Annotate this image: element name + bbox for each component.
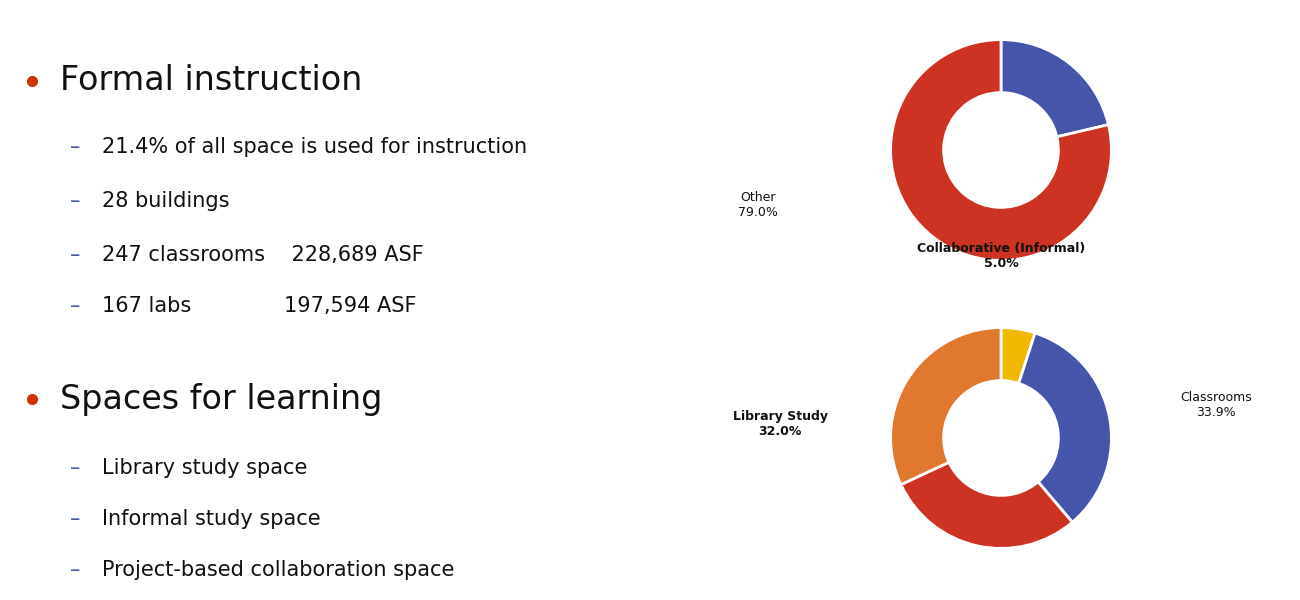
Text: Other
79.0%: Other 79.0% [738,191,779,219]
Text: Collaborative (Informal)
5.0%: Collaborative (Informal) 5.0% [916,242,1086,270]
Text: –: – [70,296,81,316]
Text: –: – [70,245,81,265]
Text: –: – [70,560,81,580]
Text: Library Study
32.0%: Library Study 32.0% [733,410,828,438]
Text: Formal instruction: Formal instruction [60,64,361,97]
Text: Library study space: Library study space [101,458,307,478]
Text: –: – [70,509,81,529]
Text: –: – [70,458,81,478]
Text: Classrooms
33.9%: Classrooms 33.9% [1180,391,1252,419]
Wedge shape [891,328,1001,485]
Text: 247 classrooms    228,689 ASF: 247 classrooms 228,689 ASF [101,245,424,265]
Text: 167 labs              197,594 ASF: 167 labs 197,594 ASF [101,296,416,316]
Text: Spaces for learning: Spaces for learning [60,383,382,415]
Wedge shape [901,462,1072,548]
Text: Project-based collaboration space: Project-based collaboration space [101,560,454,580]
Text: Informal study space: Informal study space [101,509,320,529]
Wedge shape [891,40,1112,260]
Text: –: – [70,137,81,157]
Text: 28 buildings: 28 buildings [101,191,229,211]
Wedge shape [1001,328,1035,383]
Wedge shape [1019,333,1112,522]
Wedge shape [1001,40,1109,137]
Text: –: – [70,191,81,211]
Text: 21.4% of all space is used for instruction: 21.4% of all space is used for instructi… [101,137,526,157]
